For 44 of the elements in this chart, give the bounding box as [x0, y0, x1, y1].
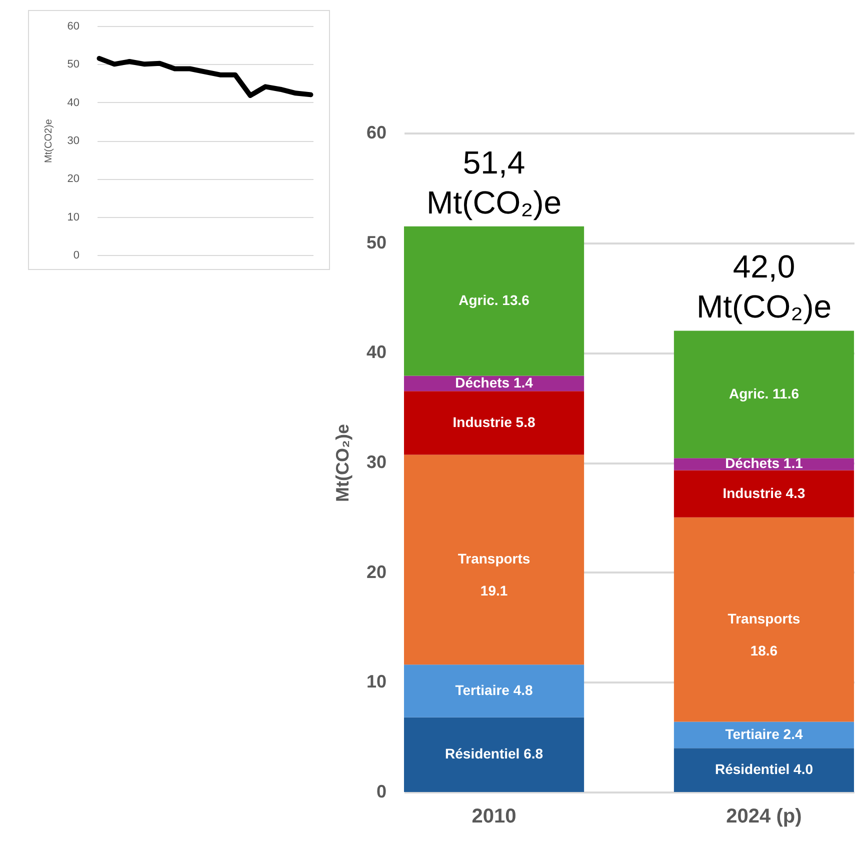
data-label: 19.1 [480, 582, 508, 599]
bar [404, 664, 584, 718]
text: Industrie 4.3 [722, 484, 806, 501]
text: Déchets 1.1 [725, 455, 803, 472]
bar [674, 330, 854, 458]
series-label: Transports [458, 550, 530, 567]
text: Transports [728, 610, 800, 627]
text: Résidentiel 4.0 [714, 761, 813, 778]
y-tick-label: 40 [67, 96, 80, 109]
y-tick-label: 60 [366, 122, 386, 142]
bar [674, 722, 854, 748]
text: Déchets 1.4 [455, 374, 533, 390]
y-tick-label: 50 [67, 58, 80, 71]
y-tick-label: 40 [366, 342, 386, 362]
total-label: 51,4 Mt(CO₂)e [426, 144, 562, 220]
text: Tertiaire 4.8 [455, 682, 533, 698]
text: Industrie 5.8 [452, 414, 536, 430]
bar [674, 517, 854, 722]
y-tick-label: 60 [67, 20, 80, 32]
text: Agric. 11.6 [728, 385, 799, 402]
bar [404, 454, 584, 665]
y-tick-label: 30 [67, 135, 80, 147]
bar [404, 717, 584, 792]
y-tick-label: 20 [366, 562, 386, 582]
text: Agric. 13.6 [458, 292, 530, 308]
total-label: 42,0 Mt(CO₂)e [696, 248, 832, 325]
y-tick-label: 50 [366, 232, 386, 252]
bar [404, 226, 584, 376]
data-label: 18.6 [750, 642, 778, 659]
y-tick-label: 10 [366, 672, 386, 692]
bar [674, 470, 854, 518]
y-tick-label: 0 [376, 782, 386, 802]
y-tick-label: 20 [67, 173, 80, 186]
y-tick-label: 30 [366, 452, 386, 472]
y-axis-title: Mt(CO2)e [43, 118, 54, 163]
y-tick-label: 10 [67, 211, 80, 224]
text: Résidentiel 6.8 [445, 746, 544, 762]
y-tick-label: 0 [73, 250, 80, 262]
bar [404, 391, 584, 455]
x-tick-label: 2024 (p) [726, 806, 802, 828]
text: Tertiaire 2.4 [725, 726, 803, 742]
x-tick-label: 2010 [472, 806, 516, 828]
y-axis-title: Mt(CO₂)e [332, 424, 352, 502]
bar [674, 748, 854, 792]
